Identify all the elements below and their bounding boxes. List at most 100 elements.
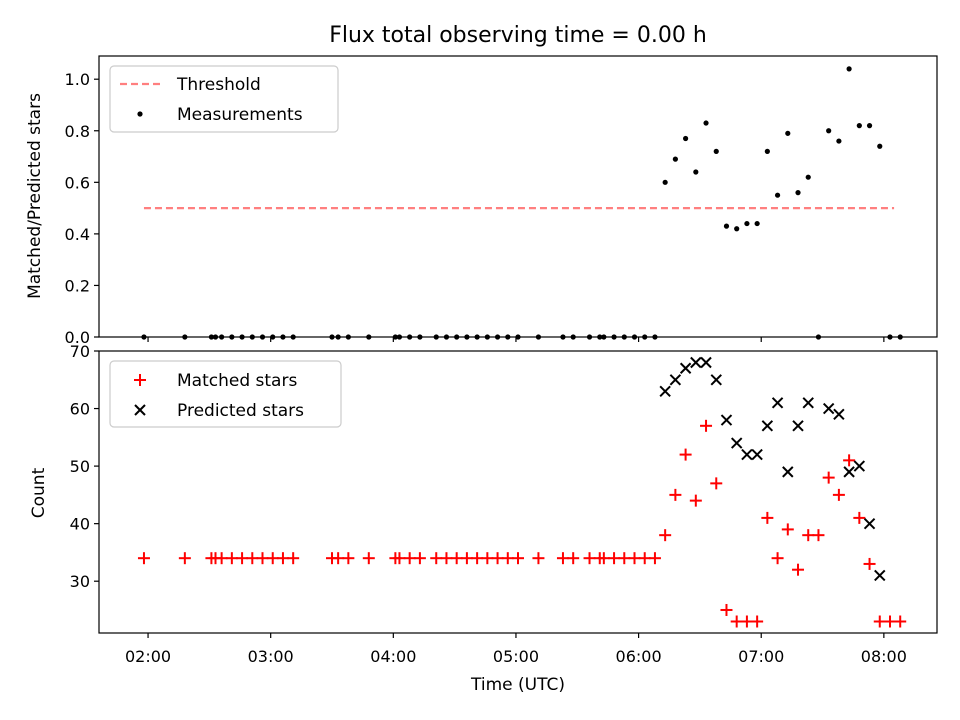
top-y-tick-label: 0.0 [65, 328, 90, 347]
bottom-x-tick-label: 04:00 [370, 647, 416, 666]
top-legend-box [109, 65, 339, 133]
bottom-y-tick-label: 50 [70, 457, 90, 476]
bottom-y-tick-label: 70 [70, 342, 90, 361]
x-stroke-b [833, 408, 845, 421]
predicted-star-point [863, 517, 876, 530]
predicted-star-point [710, 374, 722, 386]
matched-star-point [648, 552, 661, 565]
measurement-point [846, 66, 852, 72]
measurement-point [774, 192, 781, 198]
top-y-tick-label: 0.6 [65, 173, 90, 192]
measurement-point [662, 179, 668, 185]
x-stroke-b [874, 569, 886, 582]
bottom-x-tick-label: 08:00 [861, 647, 907, 666]
measurement-point [877, 143, 883, 149]
bottom-plot-area [137, 356, 907, 628]
top-y-tick-label: 0.4 [65, 225, 90, 244]
x-stroke-b [822, 402, 835, 415]
bottom-y-tick-label: 60 [70, 400, 90, 419]
matched-star-point [583, 552, 596, 565]
matched-star-point [873, 615, 886, 628]
legend-predicted-label: Predicted stars [177, 401, 304, 421]
matched-star-point [225, 552, 238, 565]
bottom-y-axis-label: Count [29, 467, 49, 518]
top-y-axis-label: Matched/Predicted stars [25, 93, 45, 299]
bottom-x-tick-label: 05:00 [493, 647, 539, 666]
predicted-star-point [659, 385, 671, 397]
x-stroke-b [771, 397, 784, 409]
matched-star-point [430, 552, 443, 565]
matched-star-point [700, 419, 713, 432]
matched-star-point [843, 454, 856, 467]
predicted-star-point [751, 448, 763, 461]
measurement-point [693, 169, 699, 175]
matched-star-point [751, 615, 764, 628]
matched-star-point [781, 523, 794, 536]
x-stroke-b [659, 385, 671, 397]
matched-star-point [659, 529, 672, 542]
matched-star-point [730, 615, 743, 628]
matched-star-point [266, 552, 279, 565]
predicted-star-point [843, 466, 855, 478]
predicted-star-point [874, 569, 886, 582]
measurement-point [785, 130, 791, 136]
top-y-tick-label: 0.2 [65, 276, 90, 295]
matched-star-point [638, 552, 651, 565]
predicted-star-point [761, 420, 774, 432]
measurement-point [795, 190, 801, 196]
predicted-star-point [822, 402, 835, 415]
matched-star-point [567, 552, 580, 565]
predicted-star-point [741, 448, 753, 461]
x-stroke-b [679, 362, 692, 374]
matched-star-point [812, 529, 825, 542]
predicted-star-point [700, 356, 712, 369]
measurement-point [683, 135, 689, 142]
top-y-tick-label: 1.0 [65, 70, 90, 89]
matched-star-point [276, 552, 289, 565]
x-stroke-b [720, 414, 733, 426]
predicted-star-point [853, 460, 866, 472]
measurement-point [805, 174, 811, 180]
legend-predicted-swatch [134, 404, 146, 416]
top-x-axis [147, 337, 885, 342]
bottom-axes-frame [98, 350, 938, 634]
predicted-star-point [669, 374, 682, 386]
bottom-legend: Matched stars Predicted stars [109, 360, 342, 428]
measurement-point [826, 128, 832, 134]
matched-star-point [215, 552, 228, 565]
matched-star-point [342, 552, 355, 565]
matched-star-point [460, 552, 473, 565]
x-stroke-b [761, 420, 774, 432]
matched-star-point [532, 552, 545, 565]
x-stroke-b [669, 374, 682, 386]
predicted-star-point [720, 414, 733, 426]
ratio-panel: Flux total observing time = 0.00 h Match… [25, 23, 938, 347]
measurement-point [764, 148, 770, 154]
matched-star-point [720, 603, 733, 616]
bottom-x-tick-label: 02:00 [125, 647, 171, 666]
matched-star-point [710, 477, 723, 490]
bottom-x-tick-label: 06:00 [616, 647, 662, 666]
matched-star-point [597, 552, 610, 565]
matched-star-point [256, 552, 269, 565]
matched-star-point [403, 552, 416, 565]
matched-star-point [236, 552, 249, 565]
measurement-point [836, 138, 842, 144]
x-stroke-b [710, 374, 722, 386]
matched-star-point [413, 552, 426, 565]
matched-star-point [792, 563, 805, 576]
matched-star-point [481, 552, 494, 565]
bottom-x-tick-label: 03:00 [248, 647, 294, 666]
bottom-legend-box [109, 360, 342, 428]
top-legend: Threshold Measurements [109, 65, 339, 133]
legend-matched-swatch [134, 374, 146, 386]
x-stroke-b [700, 356, 712, 369]
top-y-axis: 0.0 0.2 0.4 0.6 0.8 1.0 [65, 70, 99, 347]
matched-star-point [512, 552, 524, 565]
matched-star-point [740, 615, 753, 628]
x-stroke-b [751, 448, 763, 461]
legend-threshold-label: Threshold [176, 75, 261, 95]
matched-star-point [440, 552, 453, 565]
matched-star-point [608, 552, 621, 565]
